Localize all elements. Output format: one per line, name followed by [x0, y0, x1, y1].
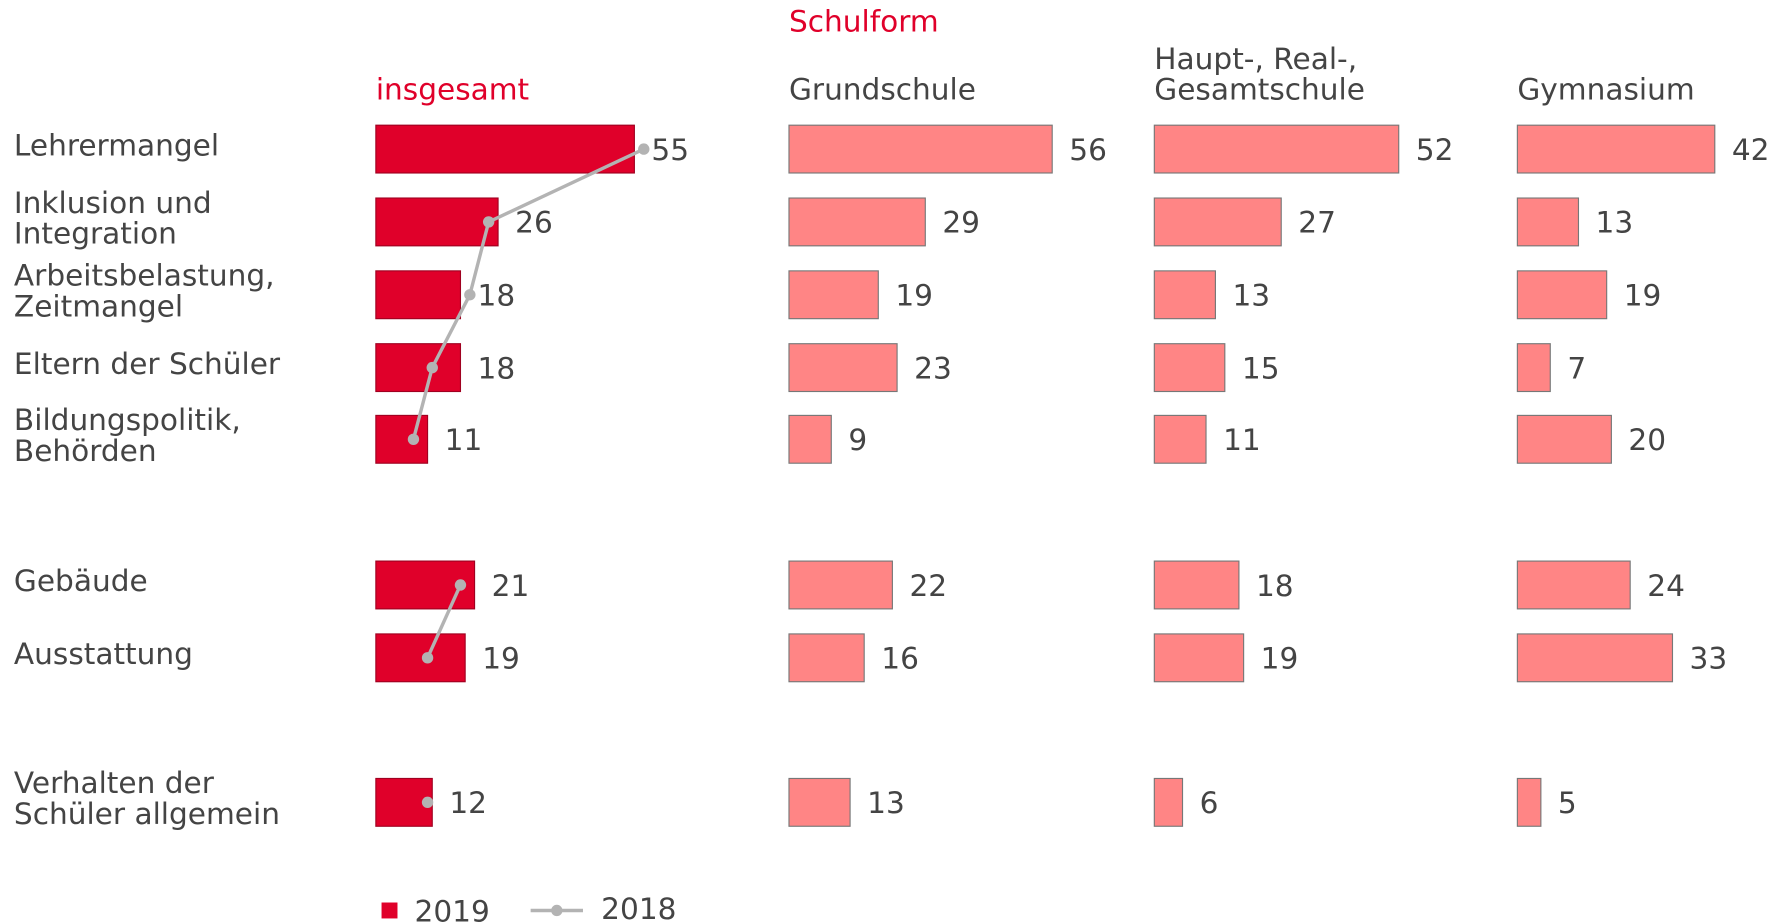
bar [1153, 633, 1245, 683]
bar [788, 197, 926, 247]
panel-title: Grundschule [789, 73, 976, 107]
value-label: 55 [651, 133, 689, 167]
value-label: 16 [881, 642, 919, 676]
bar [1516, 560, 1631, 610]
value-label: 33 [1690, 642, 1728, 676]
subtitle: Schulform [789, 4, 939, 38]
value-label: 24 [1647, 569, 1685, 603]
category-label: Behörden [14, 434, 157, 468]
category-label: Arbeitsbelastung, [14, 259, 275, 293]
bar [1516, 414, 1612, 464]
bar [375, 343, 462, 393]
bar [375, 270, 462, 320]
value-label: 19 [1624, 279, 1662, 313]
bar [788, 270, 879, 320]
category-label: Eltern der Schüler [14, 347, 281, 381]
value-label: 18 [1256, 569, 1294, 603]
bar [1516, 633, 1674, 683]
category-label: Gebäude [14, 564, 148, 598]
line-2018 [426, 584, 463, 659]
legend-label: 2018 [601, 892, 676, 923]
category-label: Verhalten der [14, 766, 215, 800]
value-label: 27 [1298, 206, 1336, 240]
point-2018 [482, 216, 495, 228]
bar [1516, 777, 1542, 827]
bar [1516, 197, 1580, 247]
panel-title: Haupt-, Real-, [1154, 42, 1357, 76]
category-label: Zeitmangel [14, 289, 183, 323]
point-2018 [421, 652, 434, 664]
point-2018 [464, 289, 476, 301]
category-label: Bildungspolitik, [14, 403, 241, 437]
value-label: 19 [482, 642, 520, 676]
value-label: 29 [942, 206, 980, 240]
value-label: 19 [1261, 642, 1299, 676]
panel-title: Gymnasium [1517, 73, 1694, 107]
category-label: Lehrermangel [14, 128, 219, 162]
bar [788, 560, 893, 610]
bar [1153, 343, 1226, 393]
point-2018 [407, 433, 420, 445]
bar [1516, 270, 1608, 320]
value-label: 18 [478, 279, 516, 313]
panel-title: Gesamtschule [1154, 73, 1365, 107]
value-label: 11 [445, 423, 483, 457]
value-label: 12 [449, 786, 487, 820]
value-label: 11 [1223, 423, 1261, 457]
value-label: 13 [867, 786, 905, 820]
bar [375, 197, 499, 247]
value-label: 26 [515, 206, 553, 240]
value-label: 20 [1628, 423, 1666, 457]
bar [1516, 124, 1716, 174]
point-2018 [454, 579, 467, 591]
bar [788, 777, 851, 827]
value-label: 22 [909, 569, 947, 603]
value-label: 42 [1732, 133, 1770, 167]
category-label: Inklusion und [14, 186, 212, 220]
bar [1153, 124, 1400, 174]
value-label: 6 [1200, 786, 1219, 820]
bar [788, 343, 898, 393]
bar [1153, 197, 1282, 247]
panel-title: insgesamt [376, 73, 529, 107]
bar [375, 414, 429, 464]
value-label: 13 [1596, 206, 1634, 240]
bar [375, 124, 635, 174]
point-2018 [421, 796, 434, 809]
category-label: Integration [14, 217, 177, 251]
category-label: Ausstattung [14, 637, 193, 671]
bar [1153, 270, 1216, 320]
value-label: 19 [895, 279, 933, 313]
value-label: 9 [848, 423, 867, 457]
value-label: 18 [478, 351, 516, 385]
bar [1516, 343, 1551, 393]
bar [1153, 560, 1240, 610]
value-label: 7 [1567, 351, 1586, 385]
bar [1153, 777, 1184, 827]
value-label: 13 [1232, 279, 1270, 313]
bar [375, 633, 466, 683]
point-2018 [638, 143, 650, 155]
bar [1153, 414, 1207, 464]
legend-dot [551, 904, 563, 917]
value-label: 52 [1416, 133, 1454, 167]
category-label: Schüler allgemein [14, 797, 280, 831]
point-2018 [426, 361, 438, 374]
bar [788, 414, 832, 464]
value-label: 15 [1242, 351, 1280, 385]
value-label: 23 [914, 351, 952, 385]
value-label: 56 [1069, 133, 1107, 167]
bar [788, 124, 1053, 174]
legend-swatch [381, 902, 398, 919]
value-label: 21 [492, 569, 530, 603]
bar [788, 633, 865, 683]
value-label: 5 [1558, 786, 1577, 820]
legend-label: 2019 [415, 894, 490, 923]
